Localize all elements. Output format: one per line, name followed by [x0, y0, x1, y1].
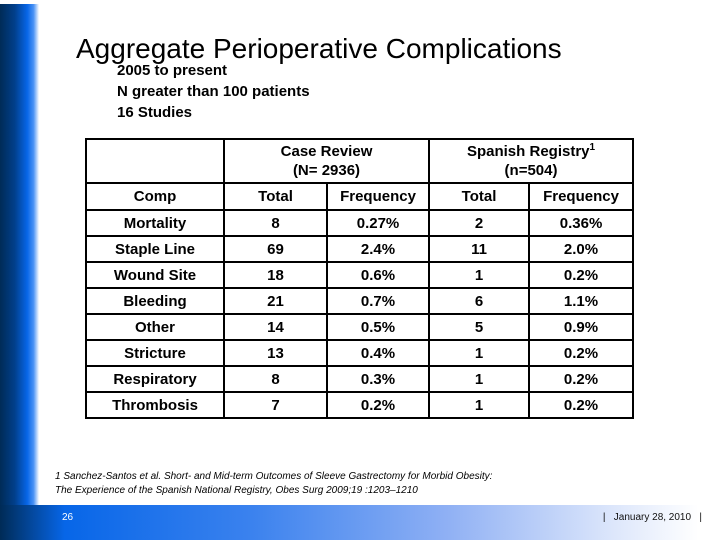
value-cell: 0.9% [528, 313, 635, 341]
value-cell: 0.2% [528, 339, 635, 367]
value-cell: 2.0% [528, 235, 635, 263]
group-header-label: Spanish Registry [466, 143, 590, 160]
complication-label: Thrombosis [85, 391, 225, 419]
complication-label: Staple Line [85, 235, 225, 263]
value-cell: 7 [223, 391, 328, 419]
page-number: 26 [62, 512, 74, 523]
footnote: 1 Sanchez-Santos et al. Short- and Mid-t… [55, 470, 615, 497]
subtitle-line: N greater than 100 patients [117, 83, 310, 100]
table-row: Mortality 8 0.27% 2 0.36% [85, 209, 635, 237]
value-cell: 21 [223, 287, 328, 315]
group-header-label: Case Review [280, 143, 373, 160]
value-cell: 2 [428, 209, 531, 237]
value-cell: 0.4% [325, 339, 431, 367]
value-cell: 18 [223, 261, 328, 289]
column-header-frequency: Frequency [528, 182, 635, 211]
footnote-line: 1 Sanchez-Santos et al. Short- and Mid-t… [55, 471, 493, 482]
case-review-header: Case Review (N= 2936) [222, 138, 431, 184]
value-cell: 0.3% [325, 365, 431, 393]
complications-table-body: Mortality 8 0.27% 2 0.36% Staple Line 69 2.4% 11… [85, 209, 635, 419]
value-cell: 69 [223, 235, 328, 263]
complications-table: Case Review (N= 2936) Spanish Registry1 … [85, 138, 635, 419]
slide-subtitle: 2005 to present N greater than 100 patie… [117, 60, 310, 123]
table-row: Wound Site 18 0.6% 1 0.2% [85, 261, 635, 289]
value-cell: 2.4% [325, 235, 431, 263]
value-cell: 0.27% [325, 209, 431, 237]
subtitle-line: 2005 to present [117, 62, 228, 79]
column-header-comp: Comp [85, 182, 225, 211]
group-header-sub: (N= 2936) [292, 162, 361, 179]
table-row: Staple Line 69 2.4% 11 2.0% [85, 235, 635, 263]
table-row: Other 14 0.5% 5 0.9% [85, 313, 635, 341]
value-cell: 0.36% [528, 209, 635, 237]
value-cell: 6 [428, 287, 531, 315]
value-cell: 1 [428, 339, 531, 367]
value-cell: 13 [223, 339, 328, 367]
footnote-reference: 1 [589, 142, 596, 153]
value-cell: 11 [428, 235, 531, 263]
value-cell: 0.5% [325, 313, 431, 341]
footnote-line: The Experience of the Spanish National R… [55, 484, 418, 496]
value-cell: 1 [428, 391, 531, 419]
complication-label: Bleeding [85, 287, 225, 315]
column-header-total: Total [428, 182, 531, 211]
complication-label: Other [85, 313, 225, 341]
value-cell: 0.2% [528, 365, 635, 393]
column-header-row: Comp Total Frequency Total Frequency [85, 182, 635, 211]
value-cell: 0.6% [325, 261, 431, 289]
slide-title: Aggregate Perioperative Complications [76, 32, 562, 64]
left-accent-bar [0, 4, 42, 505]
value-cell: 5 [428, 313, 531, 341]
value-cell: 8 [223, 365, 328, 393]
value-cell: 8 [223, 209, 328, 237]
value-cell: 0.2% [325, 391, 431, 419]
table-row: Stricture 13 0.4% 1 0.2% [85, 339, 635, 367]
table-row: Respiratory 8 0.3% 1 0.2% [85, 365, 635, 393]
group-header-sub: (n=504) [504, 162, 558, 179]
value-cell: 1 [428, 261, 531, 289]
bottom-accent-bar [0, 505, 720, 540]
column-header-frequency: Frequency [325, 182, 431, 211]
value-cell: 14 [223, 313, 328, 341]
subtitle-line: 16 Studies [117, 104, 193, 121]
table-row: Thrombosis 7 0.2% 1 0.2% [85, 391, 635, 419]
complication-label: Wound Site [85, 261, 225, 289]
spanish-registry-header: Spanish Registry1 (n=504) [428, 138, 635, 184]
value-cell: 0.7% [325, 287, 431, 315]
complication-label: Mortality [85, 209, 225, 237]
footer-date: | January 28, 2010 | [602, 512, 702, 523]
value-cell: 1.1% [528, 287, 635, 315]
column-header-total: Total [223, 182, 328, 211]
table-row: Bleeding 21 0.7% 6 1.1% [85, 287, 635, 315]
value-cell: 1 [428, 365, 531, 393]
value-cell: 0.2% [528, 261, 635, 289]
complication-label: Respiratory [85, 365, 225, 393]
empty-header-cell [85, 138, 225, 184]
group-header-row: Case Review (N= 2936) Spanish Registry1 … [85, 138, 635, 184]
complication-label: Stricture [85, 339, 225, 367]
value-cell: 0.2% [528, 391, 635, 419]
